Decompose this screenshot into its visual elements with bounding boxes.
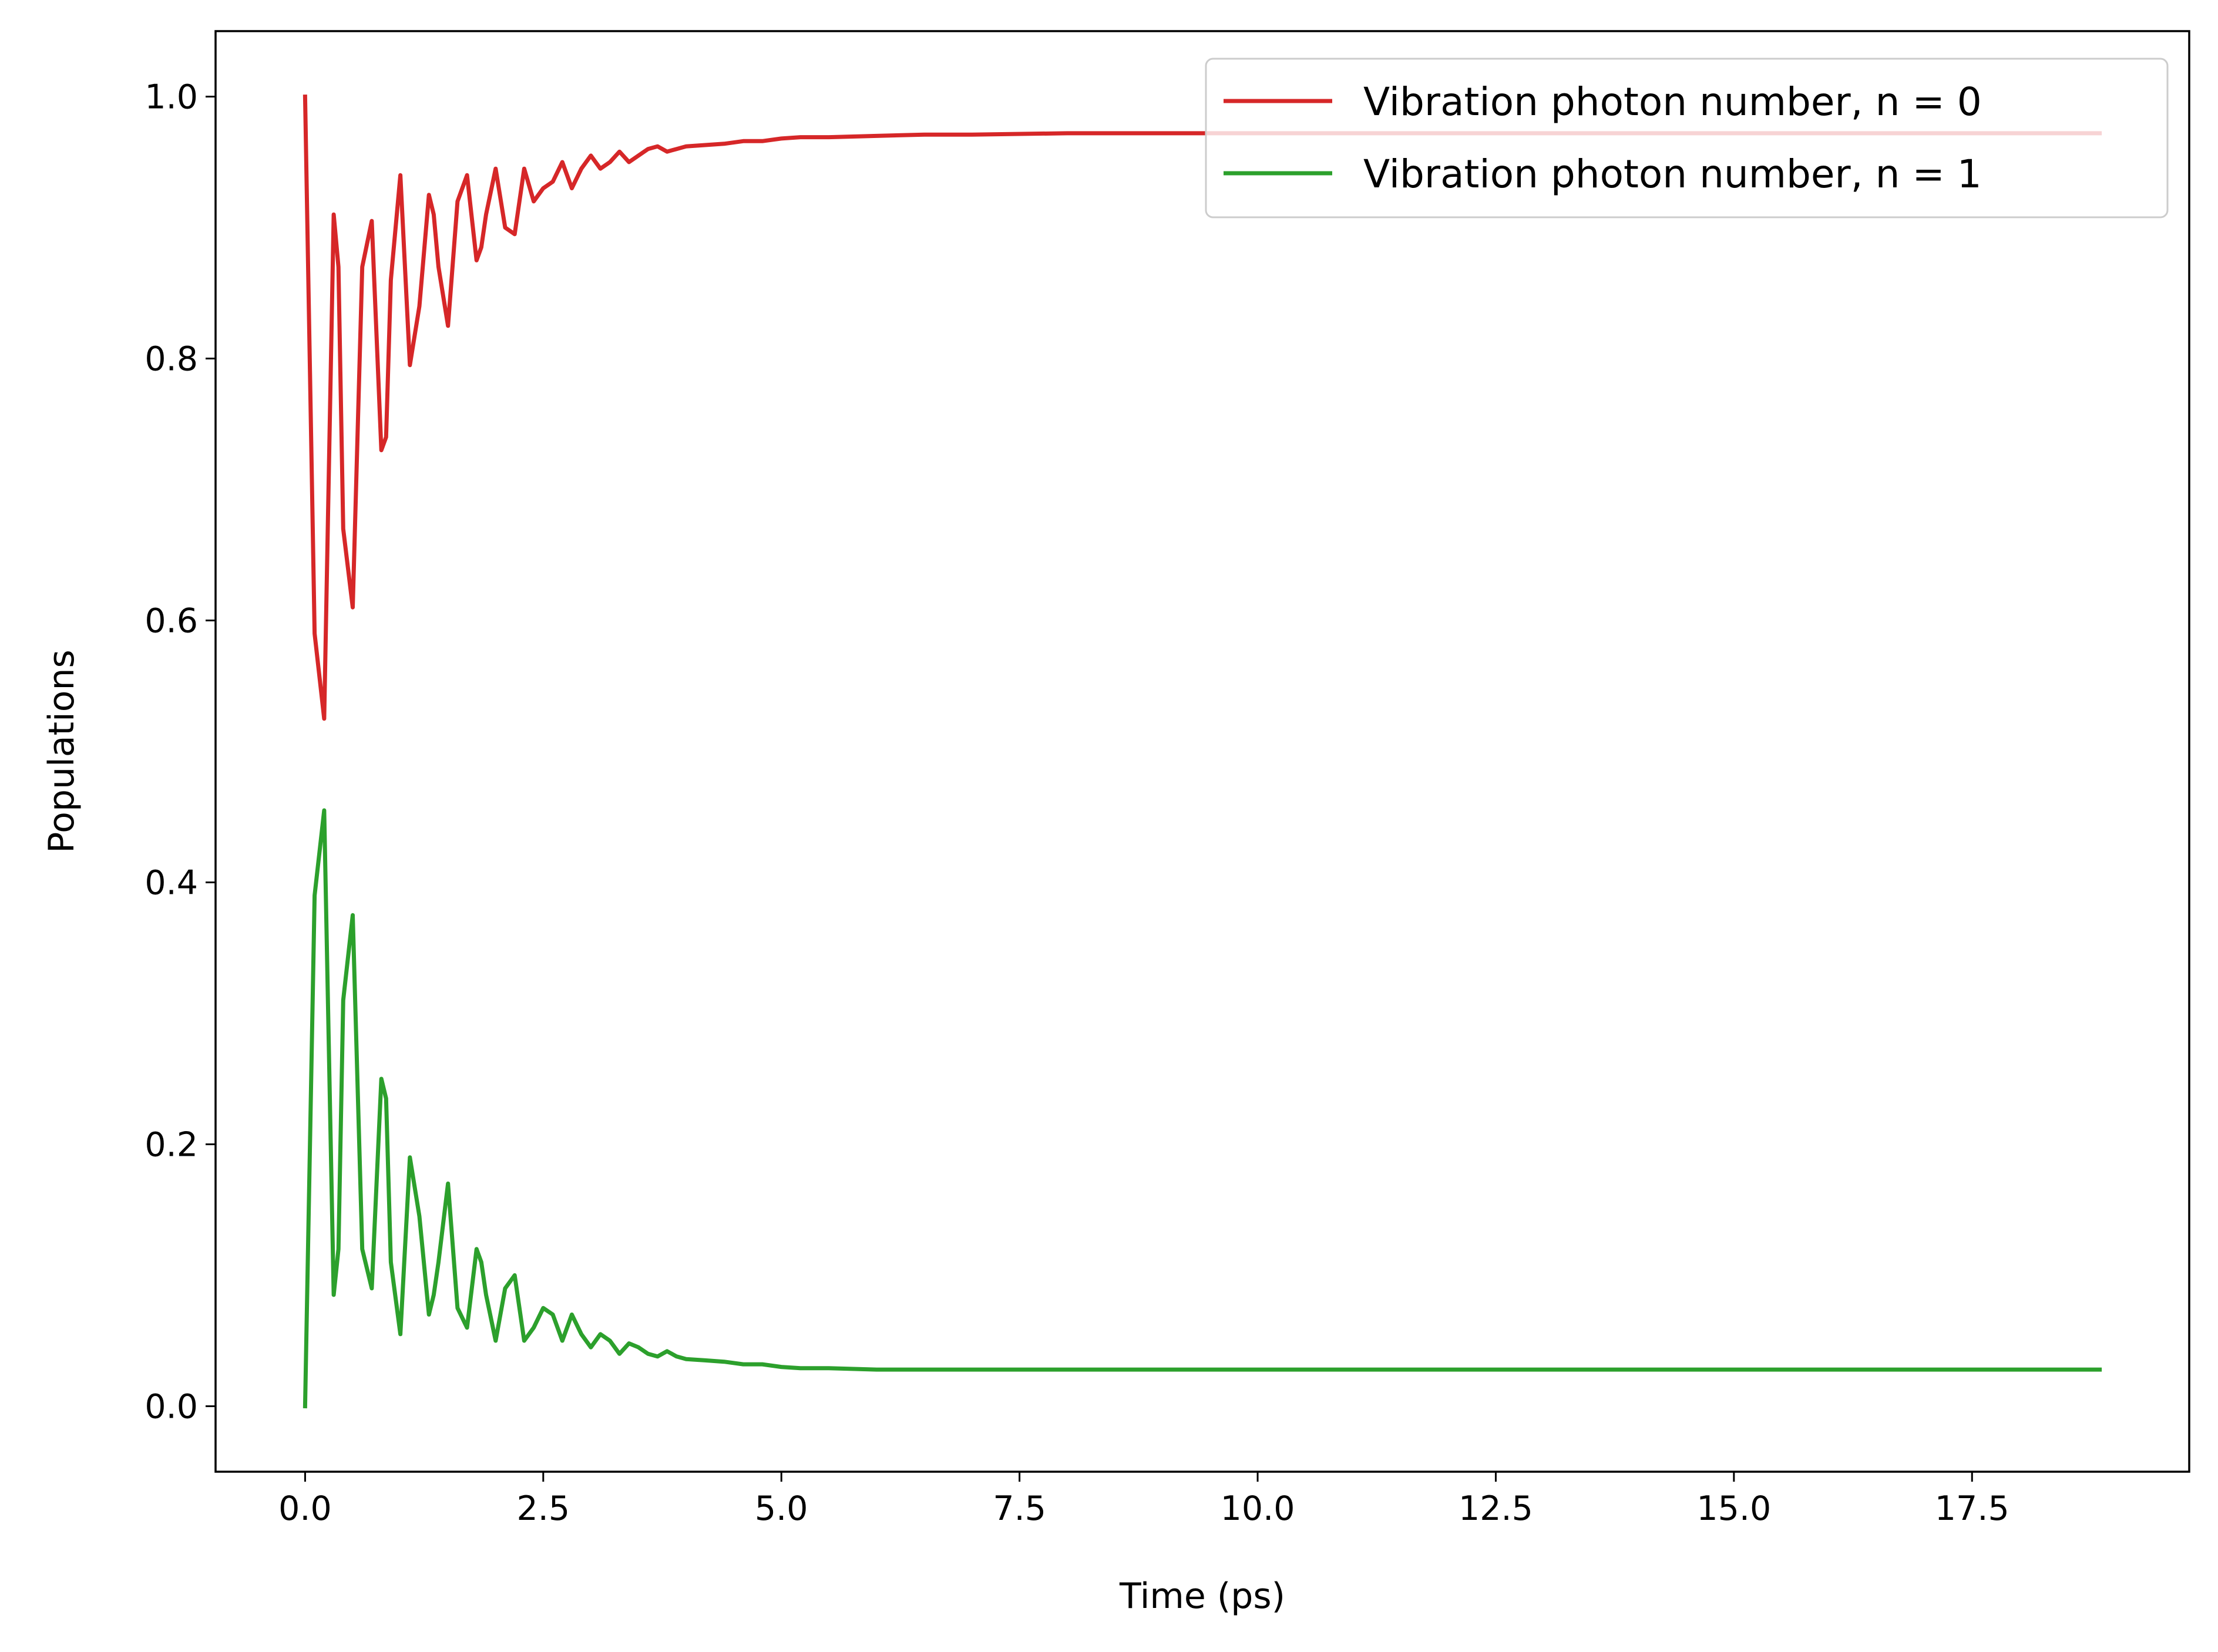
x-tick-label: 17.5 — [1935, 1489, 2009, 1528]
series-line-0 — [303, 94, 2102, 721]
x-axis: 0.0 2.5 5.0 7.5 10.0 12.5 15.0 17.5 — [278, 1472, 2009, 1528]
x-tick-label: 7.5 — [993, 1489, 1046, 1528]
axes-frame — [214, 30, 2190, 1473]
y-tick-label: 0.6 — [144, 602, 198, 641]
legend-label-1: Vibration photon number, n = 1 — [1363, 152, 1982, 197]
series-line-1 — [303, 808, 2102, 1409]
x-tick-label: 0.0 — [278, 1489, 332, 1528]
legend-box — [1205, 58, 2169, 218]
y-tick-label: 0.8 — [144, 340, 198, 379]
legend: Vibration photon number, n = 0 Vibration … — [1205, 58, 2169, 218]
y-tick-label: 0.4 — [144, 864, 198, 903]
x-tick-label: 15.0 — [1696, 1489, 1771, 1528]
y-axis: 0.0 0.2 0.4 0.6 0.8 1.0 — [144, 78, 216, 1426]
plot-area — [214, 30, 2190, 1473]
y-tick-label: 0.2 — [144, 1126, 198, 1165]
x-tick-label: 10.0 — [1221, 1489, 1295, 1528]
y-tick-label: 1.0 — [144, 78, 198, 117]
x-tick-label: 2.5 — [517, 1489, 570, 1528]
legend-label-0: Vibration photon number, n = 0 — [1363, 79, 1982, 125]
x-tick-label: 12.5 — [1458, 1489, 1533, 1528]
x-axis-label: Time (ps) — [1119, 1576, 1285, 1617]
x-tick-label: 5.0 — [755, 1489, 808, 1528]
y-tick-label: 0.0 — [144, 1388, 198, 1426]
y-axis-label: Populations — [41, 650, 82, 853]
